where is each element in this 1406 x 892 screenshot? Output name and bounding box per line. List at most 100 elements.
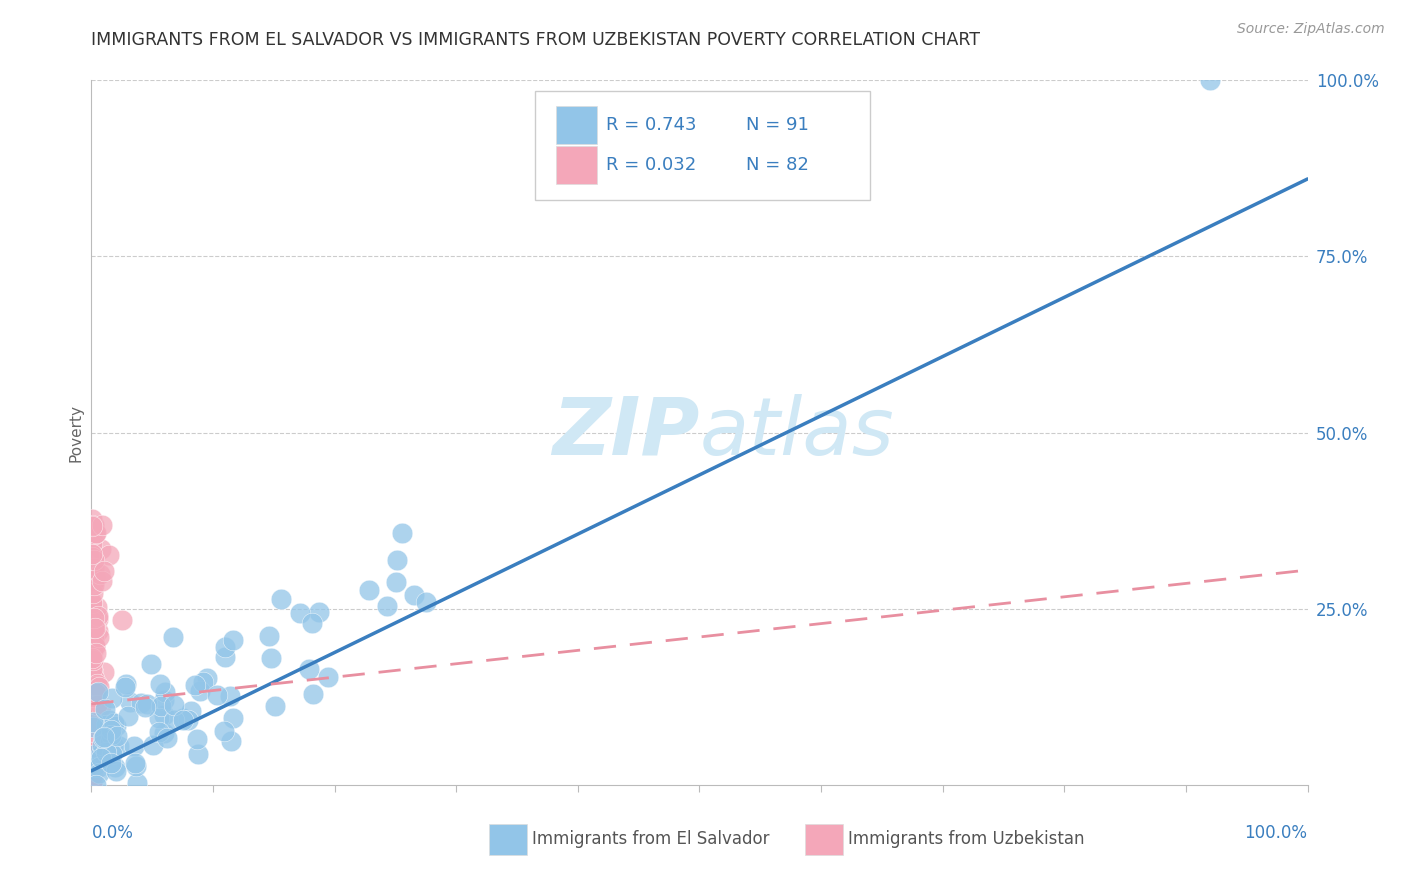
Point [83, 747, 105, 762]
Point [80, 550, 103, 565]
Point [86, 599, 108, 614]
Point [83, 632, 105, 646]
Point [214, 650, 236, 665]
Point [142, 738, 165, 752]
FancyBboxPatch shape [555, 145, 598, 184]
Point [82, 758, 104, 772]
Point [288, 606, 311, 620]
Point [385, 575, 408, 590]
Point [301, 615, 323, 630]
Point [191, 674, 214, 689]
Text: Immigrants from Uzbekistan: Immigrants from Uzbekistan [848, 830, 1084, 848]
Point [80, 735, 103, 749]
Point [83, 578, 105, 592]
Point [162, 713, 184, 727]
Text: ZIP: ZIP [553, 393, 699, 472]
Point [80, 651, 103, 665]
Point [100, 756, 122, 770]
Point [149, 677, 172, 691]
Point [82, 586, 104, 600]
Point [80, 518, 103, 533]
Point [97, 713, 120, 727]
Point [83, 611, 105, 625]
Point [104, 764, 127, 779]
Text: R = 0.032: R = 0.032 [606, 156, 696, 174]
Point [80, 595, 103, 609]
FancyBboxPatch shape [489, 824, 527, 855]
Text: IMMIGRANTS FROM EL SALVADOR VS IMMIGRANTS FROM UZBEKISTAN POVERTY CORRELATION CH: IMMIGRANTS FROM EL SALVADOR VS IMMIGRANT… [91, 31, 980, 49]
Point [80, 518, 103, 533]
Point [82, 720, 104, 734]
Point [91, 574, 114, 588]
Text: N = 91: N = 91 [745, 116, 808, 134]
Point [301, 688, 323, 702]
Point [297, 662, 319, 676]
Point [83, 722, 105, 736]
Point [82, 747, 104, 761]
Point [270, 592, 292, 607]
Point [221, 710, 243, 724]
Point [385, 552, 408, 566]
Point [148, 711, 170, 725]
Point [156, 731, 179, 745]
Point [80, 720, 103, 734]
Point [90, 751, 112, 765]
FancyBboxPatch shape [806, 824, 844, 855]
Point [402, 588, 425, 602]
Point [93, 751, 115, 765]
Point [84, 760, 107, 774]
Point [83, 690, 105, 704]
Point [83, 617, 105, 632]
FancyBboxPatch shape [536, 91, 870, 200]
Point [80, 662, 103, 676]
Point [100, 728, 122, 742]
Point [90, 738, 112, 752]
Point [86, 745, 108, 759]
Point [83, 743, 105, 757]
Point [84, 640, 107, 654]
Point [188, 683, 211, 698]
Point [104, 760, 127, 774]
Point [83, 574, 105, 588]
Point [82, 724, 104, 739]
Point [94, 745, 117, 759]
Point [104, 718, 127, 732]
Point [83, 620, 105, 634]
Point [264, 698, 287, 713]
Point [86, 677, 108, 691]
Point [212, 724, 235, 739]
Point [84, 621, 107, 635]
Point [82, 768, 104, 782]
Point [89, 566, 111, 581]
Point [172, 711, 194, 725]
Point [82, 665, 104, 680]
Point [103, 715, 125, 730]
Text: 100.0%: 100.0% [1244, 823, 1308, 842]
Point [86, 752, 108, 766]
Point [83, 553, 105, 567]
Point [163, 698, 186, 713]
Text: 0.0%: 0.0% [91, 823, 134, 842]
Point [180, 704, 202, 718]
Point [80, 579, 103, 593]
Point [153, 693, 176, 707]
Point [415, 595, 437, 609]
Point [82, 596, 104, 610]
Point [125, 759, 148, 773]
Point [318, 670, 340, 684]
Point [153, 708, 176, 723]
Point [98, 735, 121, 749]
Point [89, 766, 111, 780]
Point [1199, 73, 1222, 87]
Point [90, 698, 112, 713]
Point [134, 699, 156, 714]
Text: N = 82: N = 82 [745, 156, 808, 174]
Point [148, 725, 170, 739]
Point [82, 625, 104, 640]
Point [82, 746, 104, 760]
Point [98, 548, 121, 562]
FancyBboxPatch shape [555, 105, 598, 144]
Point [391, 526, 413, 541]
Point [93, 730, 115, 744]
Point [177, 713, 200, 727]
